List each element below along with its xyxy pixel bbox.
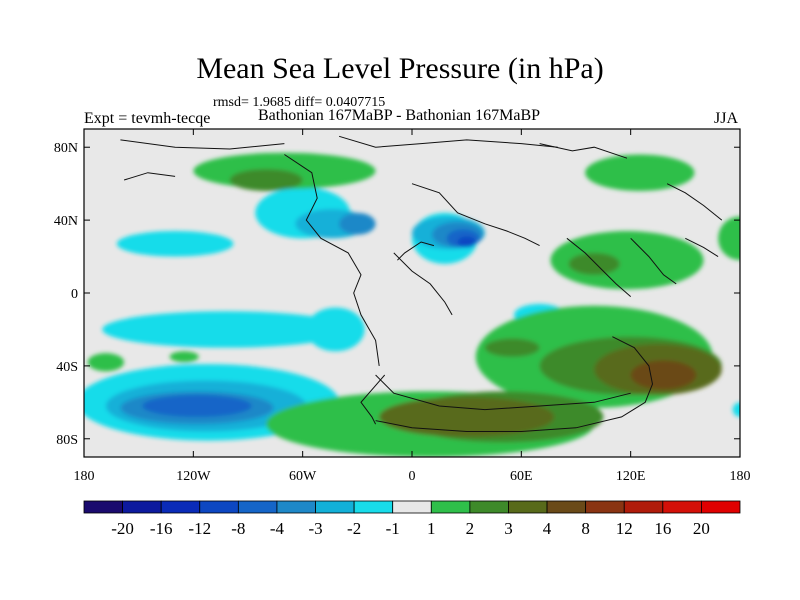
y-tick-label: 0 xyxy=(71,287,78,302)
colorbar-label: -12 xyxy=(188,519,211,538)
x-tick-label: 120W xyxy=(176,469,211,484)
colorbar-swatch-16 xyxy=(701,500,741,514)
coastline-7 xyxy=(393,252,453,316)
field-region-7 xyxy=(732,402,740,417)
colorbar-label: -20 xyxy=(111,519,134,538)
field-region-0 xyxy=(116,231,234,257)
field-region-13 xyxy=(339,212,376,235)
map-area xyxy=(84,129,740,457)
y-tick-label: 80N xyxy=(54,141,78,156)
colorbar-label: -2 xyxy=(347,519,361,538)
colorbar-swatch-13 xyxy=(585,500,625,514)
colorbar-swatch-4 xyxy=(237,500,278,514)
colorbar-label: 1 xyxy=(427,519,436,538)
stats-label: rmsd= 1.9685 diff= 0.0407715 xyxy=(213,95,386,110)
colorbar-label: -16 xyxy=(150,519,173,538)
colorbar-label: 20 xyxy=(693,519,710,538)
field-region-4 xyxy=(102,311,351,348)
colorbar-swatch-9 xyxy=(430,500,471,514)
colorbar-label: -4 xyxy=(270,519,285,538)
x-tick-label: 120E xyxy=(616,469,646,484)
coastline-9 xyxy=(375,336,654,432)
coastline-10 xyxy=(360,374,386,425)
coastline-2 xyxy=(284,154,380,366)
x-tick-label: 60E xyxy=(510,469,533,484)
y-tick-label: 80S xyxy=(56,433,78,448)
colorbar-label: 4 xyxy=(543,519,552,538)
field-region-26 xyxy=(568,252,620,275)
colorbar-swatch-6 xyxy=(315,500,355,514)
y-tick-label: 40S xyxy=(56,360,78,375)
colorbar-swatch-1 xyxy=(122,500,162,514)
coastline-6 xyxy=(666,183,723,221)
x-tick-label: 0 xyxy=(409,469,416,484)
colorbar-swatch-3 xyxy=(199,500,239,514)
colorbar-swatch-11 xyxy=(508,500,548,514)
y-tick-label: 40N xyxy=(54,214,78,229)
colorbar-label: -8 xyxy=(231,519,245,538)
colorbar-swatch-10 xyxy=(469,500,509,514)
field-region-16 xyxy=(457,236,476,248)
chart-title: Mean Sea Level Pressure (in hPa) xyxy=(196,52,604,85)
coastline-1 xyxy=(120,139,285,150)
axes: 180 120W 60W 0 60E 120E 180 80N 40N 0 40S 80S xyxy=(54,129,751,484)
field-region-14 xyxy=(142,395,252,417)
coastline-12 xyxy=(123,172,176,181)
colorbar-label: 16 xyxy=(654,519,671,538)
experiment-label: Expt = tevmh-tecqe xyxy=(84,110,211,127)
colorbar: -20 -16 -12 -8 -4 -3 -2 -1 1 2 3 4 8 12 16 20 xyxy=(83,500,741,538)
field-region-25 xyxy=(229,169,303,191)
field-region-6 xyxy=(306,307,365,352)
coastline-5 xyxy=(630,237,677,285)
x-tick-label: 180 xyxy=(74,469,95,484)
field-region-24 xyxy=(87,353,125,372)
field-region-28 xyxy=(484,338,540,357)
season-label: JJA xyxy=(714,110,739,127)
colorbar-label: 2 xyxy=(466,519,475,538)
colorbar-swatch-14 xyxy=(623,500,664,514)
coastline-0 xyxy=(338,135,558,148)
colorbar-label: 3 xyxy=(504,519,513,538)
colorbar-label: -3 xyxy=(308,519,322,538)
coastline-8 xyxy=(375,374,631,411)
coastline-13 xyxy=(539,143,628,159)
field-region-19 xyxy=(550,231,704,290)
colorbar-swatch-12 xyxy=(546,500,587,514)
colorbar-swatch-5 xyxy=(276,500,316,514)
x-tick-label: 60W xyxy=(289,469,317,484)
coastline-4 xyxy=(566,237,632,297)
subtitle-label: Bathonian 167MaBP - Bathonian 167MaBP xyxy=(258,107,541,124)
field-region-22 xyxy=(169,351,199,363)
colorbar-swatch-0 xyxy=(83,500,123,514)
colorbar-swatch-7 xyxy=(353,500,394,514)
pressure-field xyxy=(84,152,740,457)
coastline-11 xyxy=(397,241,435,261)
colorbar-label: 8 xyxy=(581,519,590,538)
field-region-32 xyxy=(630,360,697,390)
coastline-14 xyxy=(685,237,719,258)
colorbar-label: 12 xyxy=(616,519,633,538)
field-region-18 xyxy=(585,154,695,191)
colorbar-swatch-2 xyxy=(160,500,201,514)
field-region-31 xyxy=(379,396,555,437)
coastline-3 xyxy=(411,183,540,247)
colorbar-swatch-8 xyxy=(392,500,432,514)
coastlines xyxy=(120,135,723,432)
colorbar-label: -1 xyxy=(386,519,400,538)
colorbar-swatch-15 xyxy=(662,500,702,514)
field-region-23 xyxy=(718,216,740,261)
x-tick-label: 180 xyxy=(730,469,751,484)
